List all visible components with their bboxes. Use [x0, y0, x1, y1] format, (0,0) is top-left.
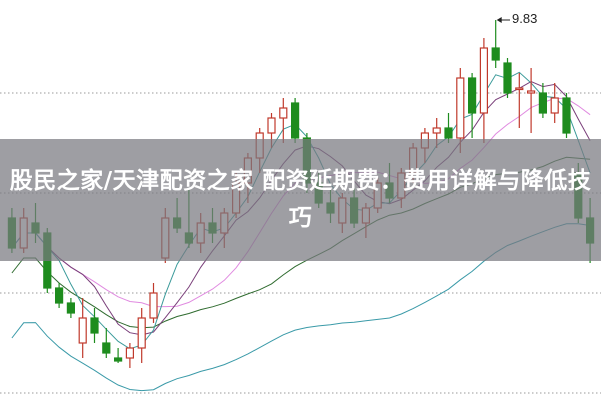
candle-up	[526, 90, 536, 94]
candle-up	[78, 317, 87, 344]
candle-down	[291, 102, 300, 139]
article-title: 股民之家/天津配资之家 配资延期费：费用详解与降低技巧	[9, 168, 592, 231]
candle-down	[66, 302, 76, 314]
candle-down	[54, 287, 64, 304]
max-marker-arrow	[496, 17, 502, 23]
candle-up	[137, 317, 146, 349]
candle-down	[102, 342, 111, 354]
candle-up	[479, 47, 488, 114]
candle-down	[562, 97, 571, 134]
candle-up	[432, 127, 441, 134]
candle-down	[90, 317, 99, 334]
candle-down	[491, 47, 500, 61]
candle-up	[279, 107, 288, 119]
candle-up	[515, 87, 524, 91]
candle-up	[550, 97, 559, 114]
max-price-label: 9.83	[512, 11, 538, 26]
candle-up	[149, 292, 158, 319]
candle-down	[113, 357, 123, 362]
candle-up	[267, 117, 276, 134]
title-banner: 股民之家/天津配资之家 配资延期费：费用详解与降低技巧	[0, 139, 601, 261]
candle-up	[456, 77, 465, 139]
candle-down	[444, 127, 453, 139]
candle-up	[125, 347, 135, 359]
candle-down	[468, 77, 477, 114]
candle-down	[538, 92, 548, 114]
ma5-line	[11, 71, 591, 350]
candle-down	[503, 62, 512, 94]
